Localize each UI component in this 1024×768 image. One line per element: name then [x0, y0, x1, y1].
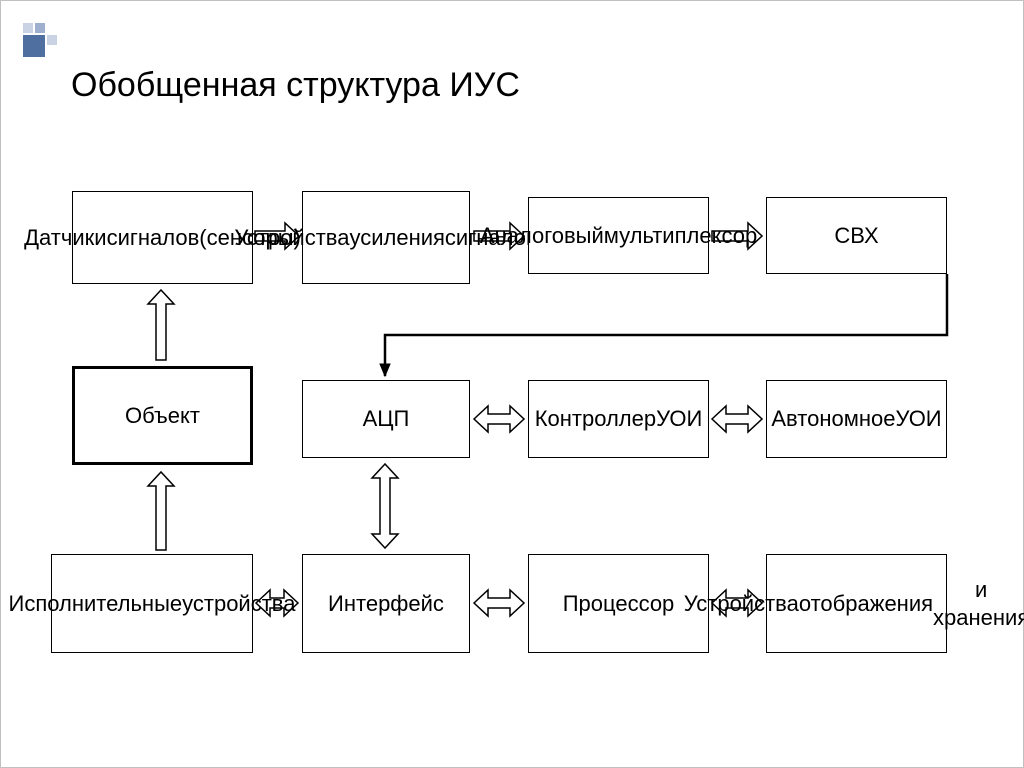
- node-sensors: Датчикисигналов(сенсоры): [72, 191, 253, 284]
- node-auto_uoi: АвтономноеУОИ: [766, 380, 947, 458]
- node-adc: АЦП: [302, 380, 470, 458]
- node-svh: СВХ: [766, 197, 947, 274]
- node-ctrl_uoi: КонтроллерУОИ: [528, 380, 709, 458]
- node-mux: Аналоговыймультиплексор: [528, 197, 709, 274]
- node-amplifier: Устройстваусилениясигналов: [302, 191, 470, 284]
- node-interface: Интерфейс: [302, 554, 470, 653]
- slide: Обобщенная структура ИУС Датчикисигналов…: [0, 0, 1024, 768]
- node-processor: Процессор: [528, 554, 709, 653]
- node-actuators: Исполнительныеустройства: [51, 554, 253, 653]
- node-object: Объект: [72, 366, 253, 465]
- node-display: Устройстваотображенияи хранения: [766, 554, 947, 653]
